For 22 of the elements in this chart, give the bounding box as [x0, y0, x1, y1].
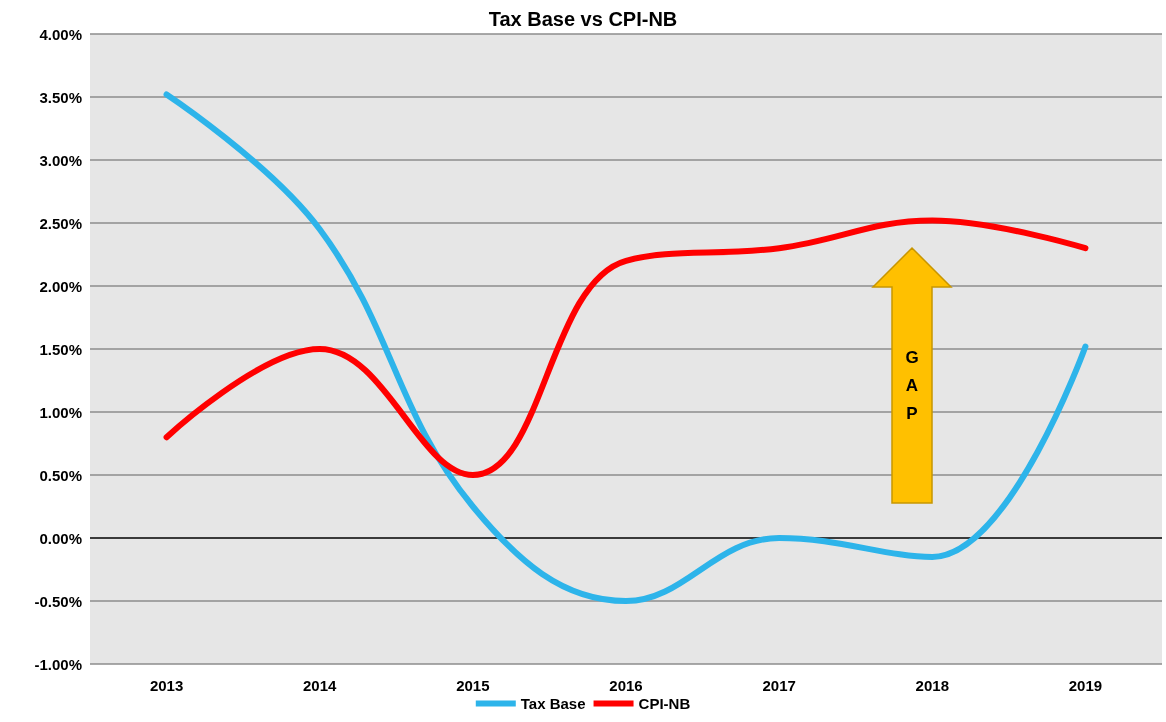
x-tick-label: 2013: [149, 677, 184, 694]
chart-title: Tax Base vs CPI-NB: [488, 8, 678, 30]
x-tick-label: 2019: [1068, 677, 1103, 694]
x-tick-label: 2015: [456, 677, 490, 694]
y-tick-label: -0.50%: [34, 592, 82, 610]
y-tick-label: -1.00%: [34, 655, 82, 673]
x-tick-label: 2018: [915, 677, 949, 694]
y-tick-label: 1.50%: [39, 340, 82, 358]
legend-label: CPI-NB: [638, 695, 691, 712]
x-tick-label: 2017: [762, 677, 796, 694]
legend-label: Tax Base: [520, 695, 586, 712]
y-tick-label: 3.00%: [39, 151, 82, 169]
y-tick-label: 2.00%: [39, 277, 82, 295]
x-tick-label: 2014: [303, 677, 338, 694]
y-tick-label: 0.00%: [39, 529, 82, 547]
y-tick-label: 1.00%: [39, 403, 82, 421]
x-tick-label: 2016: [609, 677, 643, 694]
y-tick-label: 0.50%: [39, 466, 82, 484]
y-tick-label: 3.50%: [39, 88, 82, 106]
annotation: GAP: [905, 347, 919, 425]
y-tick-label: 4.00%: [39, 25, 82, 43]
y-tick-label: 2.50%: [39, 214, 82, 232]
